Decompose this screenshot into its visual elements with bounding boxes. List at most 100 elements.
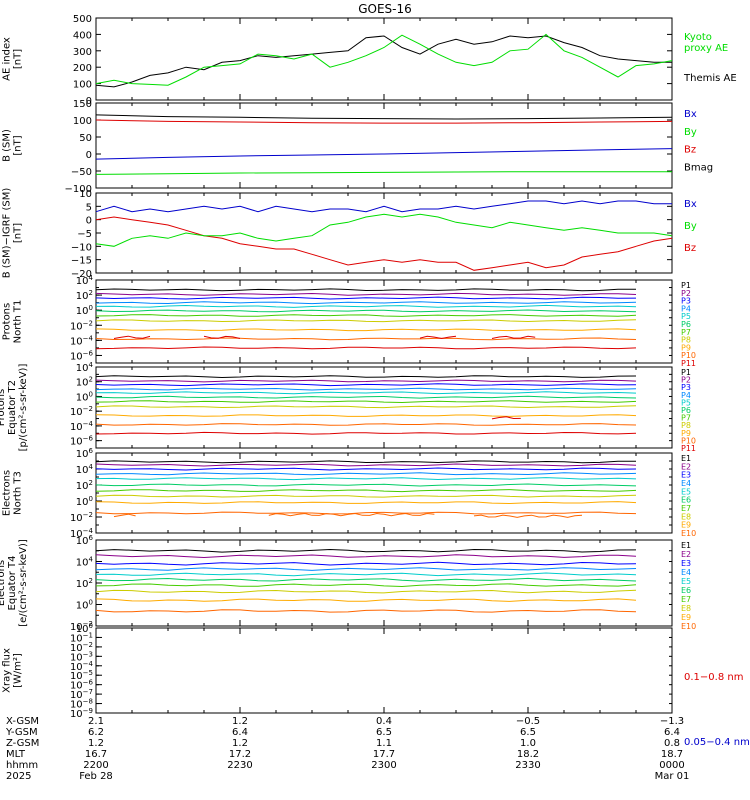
- channel-line: [95, 467, 637, 471]
- channel-line: [95, 301, 637, 305]
- fragment-line: [419, 335, 457, 340]
- legend-channel: E7: [681, 595, 691, 604]
- legend-channel: P9: [681, 429, 691, 438]
- channel-line: [95, 400, 637, 404]
- legend-entry: By: [684, 221, 697, 232]
- legend-channel: E4: [681, 568, 691, 577]
- fragment-line: [491, 416, 521, 420]
- x-column-value: 0.4: [376, 716, 392, 727]
- y-tick-label: 150: [73, 99, 92, 110]
- legend-entry: By: [684, 127, 697, 138]
- legend-channel: E6: [681, 496, 691, 505]
- y-tick-label: −20: [71, 269, 92, 280]
- legend-entry: Themis AE: [683, 73, 737, 84]
- y-axis-label: B (SM)[nT]: [2, 129, 24, 162]
- y-tick-label: 100: [76, 304, 93, 317]
- legend-channel: P10: [681, 436, 696, 445]
- y-axis-label: ProtonsEquator T2[p/(cm²-s-sr-keV)]: [0, 364, 29, 452]
- panel-b_sm: −100 −50 0 50 100 150 B (SM)[nT] Bx By Bz Bmag: [2, 99, 714, 195]
- legend-channel: P8: [681, 336, 691, 345]
- y-tick-label: 10−4: [70, 420, 94, 433]
- y-tick-label: 500: [73, 14, 92, 25]
- channel-line: [95, 309, 637, 313]
- legend-channel: E2: [681, 550, 691, 559]
- legend-channel: E9: [681, 613, 691, 622]
- legend-channel: P8: [681, 421, 691, 430]
- x-column-value: 17.2: [229, 749, 251, 760]
- y-tick-label: 104: [76, 361, 94, 374]
- y-tick-label: 10−6: [70, 435, 94, 448]
- legend-channel: P5: [681, 398, 691, 407]
- x-column-value: 2.1: [88, 716, 104, 727]
- channel-line: [95, 561, 637, 566]
- y-tick-label: 106: [76, 534, 94, 547]
- channel-line: [95, 296, 637, 300]
- time-axis: X-GSMY-GSMZ-GSMMLThhmm20252.16.21.216.72…: [5, 716, 689, 782]
- fragment-line: [203, 335, 241, 339]
- channel-line: [95, 483, 637, 487]
- channel-line: [95, 375, 637, 379]
- y-tick-label: 10−7: [70, 688, 93, 701]
- y-tick-label: 10−2: [70, 319, 93, 332]
- channel-line: [95, 554, 637, 559]
- x-row-label: MLT: [6, 749, 26, 760]
- y-tick-label: −15: [71, 256, 92, 267]
- legend-channel: E2: [681, 462, 691, 471]
- legend-channel: E8: [681, 604, 691, 613]
- channel-line: [95, 328, 637, 332]
- legend-channel: E3: [681, 559, 691, 568]
- y-tick-label: 104: [76, 463, 94, 476]
- x-column-value: 0.8: [664, 738, 680, 749]
- y-tick-label: 10−6: [70, 349, 94, 362]
- y-tick-label: 200: [73, 63, 92, 74]
- y-tick-label: 0: [86, 150, 92, 161]
- y-tick-label: 10−6: [70, 679, 94, 692]
- legend-entry: Bz: [684, 145, 696, 156]
- legend-channel: P11: [681, 359, 696, 368]
- legend-channel: P11: [681, 444, 696, 453]
- legend-channel: E5: [681, 577, 691, 586]
- legend-channel: P7: [681, 414, 691, 423]
- y-tick-label: 10−2: [70, 511, 93, 524]
- channel-line: [95, 292, 637, 296]
- channel-line: [95, 577, 637, 582]
- x-row-label: hhmm: [6, 760, 38, 771]
- x-column-value: 2300: [371, 760, 396, 771]
- y-tick-label: 104: [76, 556, 94, 569]
- legend-channel: E7: [681, 504, 691, 513]
- y-tick-label: 10−2: [70, 405, 93, 418]
- x-column-value: 6.2: [88, 727, 104, 738]
- series-line: [95, 114, 673, 120]
- x-row-label: Y-GSM: [5, 727, 38, 738]
- channel-line: [95, 477, 637, 481]
- y-tick-label: 50: [79, 133, 92, 144]
- x-column-value: Feb 28: [79, 771, 113, 782]
- y-axis-label: ProtonsNorth T1: [2, 300, 24, 344]
- channel-line: [95, 548, 637, 553]
- legend-channel: P4: [681, 304, 691, 313]
- x-column-value: 0000: [659, 760, 684, 771]
- x-column-value: 18.2: [517, 749, 539, 760]
- panel-b_igrf: −20 −15 −10 −5 0 5 10 B (SM)−IGRF (SM)[nT] Bx By B…: [2, 188, 697, 280]
- series-line: [95, 171, 672, 175]
- y-tick-label: 0: [86, 96, 92, 107]
- y-tick-label: 10−4: [70, 334, 94, 347]
- y-tick-label: 10−5: [70, 669, 93, 682]
- legend-entry: Kyoto: [684, 32, 712, 43]
- x-column-value: 1.0: [520, 738, 536, 749]
- y-tick-label: 0: [86, 216, 92, 227]
- y-tick-label: 10: [79, 189, 92, 200]
- x-column-value: Mar 01: [655, 771, 690, 782]
- legend-channel: P2: [681, 289, 691, 298]
- plot-title: GOES-16: [358, 2, 412, 16]
- legend-channel: P4: [681, 391, 691, 400]
- legend-channel: P9: [681, 343, 691, 352]
- y-axis-label: ElectronsEquator T4[e/(cm²-s-sr-keV)]: [0, 539, 29, 627]
- channel-line: [95, 337, 637, 341]
- channel-line: [95, 589, 637, 594]
- x-column-value: −1.3: [660, 716, 684, 727]
- series-line: [95, 216, 673, 271]
- channel-line: [95, 423, 637, 426]
- channel-line: [95, 346, 637, 350]
